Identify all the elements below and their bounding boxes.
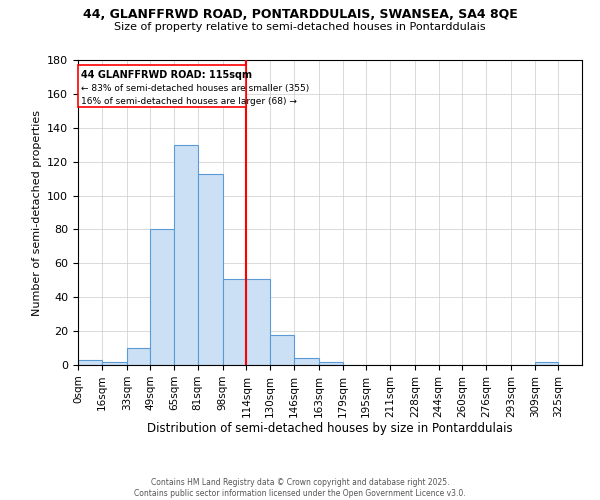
Bar <box>78 65 247 108</box>
Bar <box>535 362 559 365</box>
Bar <box>223 278 247 365</box>
Bar <box>174 144 198 365</box>
Bar <box>127 348 151 365</box>
Text: ← 83% of semi-detached houses are smaller (355): ← 83% of semi-detached houses are smalle… <box>81 84 309 92</box>
Text: Contains HM Land Registry data © Crown copyright and database right 2025.
Contai: Contains HM Land Registry data © Crown c… <box>134 478 466 498</box>
Bar <box>78 360 101 365</box>
Bar <box>101 362 127 365</box>
Text: 44, GLANFFRWD ROAD, PONTARDDULAIS, SWANSEA, SA4 8QE: 44, GLANFFRWD ROAD, PONTARDDULAIS, SWANS… <box>83 8 517 20</box>
Bar <box>270 334 294 365</box>
Y-axis label: Number of semi-detached properties: Number of semi-detached properties <box>32 110 41 316</box>
Bar <box>319 362 343 365</box>
Bar <box>198 174 223 365</box>
Text: 44 GLANFFRWD ROAD: 115sqm: 44 GLANFFRWD ROAD: 115sqm <box>81 70 252 80</box>
Bar <box>247 278 270 365</box>
Text: Size of property relative to semi-detached houses in Pontarddulais: Size of property relative to semi-detach… <box>114 22 486 32</box>
Bar <box>151 230 174 365</box>
Bar <box>294 358 319 365</box>
Text: 16% of semi-detached houses are larger (68) →: 16% of semi-detached houses are larger (… <box>81 98 297 106</box>
X-axis label: Distribution of semi-detached houses by size in Pontarddulais: Distribution of semi-detached houses by … <box>147 422 513 436</box>
